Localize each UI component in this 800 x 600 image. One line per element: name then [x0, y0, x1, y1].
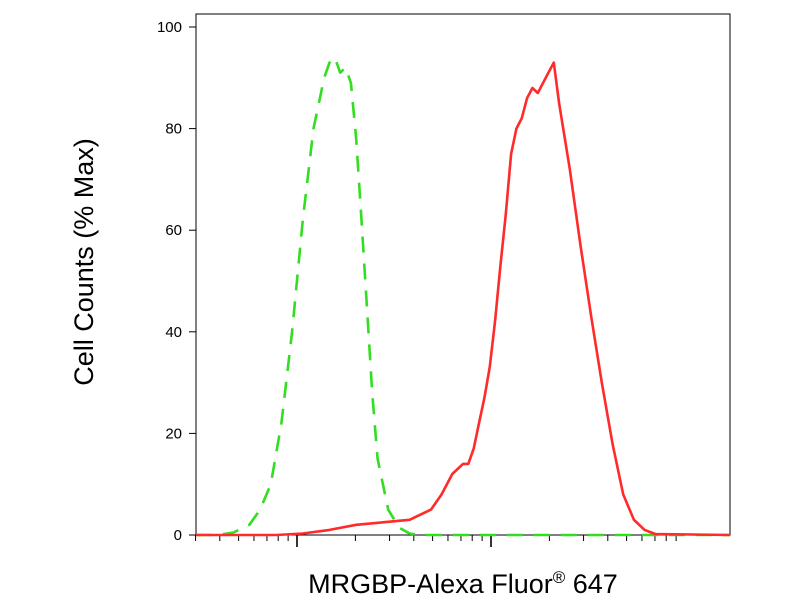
y-tick-label: 0 [174, 527, 182, 544]
y-tick-label: 40 [165, 324, 182, 341]
y-axis: 0 20 40 60 80 100 [157, 19, 196, 544]
y-tick-label: 20 [165, 425, 182, 442]
y-tick-label: 80 [165, 121, 182, 138]
plot-frame [195, 13, 731, 536]
y-tick-label: 60 [165, 222, 182, 239]
control-histogram-line [196, 56, 730, 537]
y-tick-label: 100 [157, 19, 182, 36]
x-axis [195, 535, 677, 547]
series-layer [196, 56, 731, 537]
x-axis-title: MRGBP-Alexa Fluor® 647 [308, 568, 618, 599]
sample-histogram-line [196, 61, 731, 537]
y-axis-title: Cell Counts (% Max) [69, 138, 99, 386]
